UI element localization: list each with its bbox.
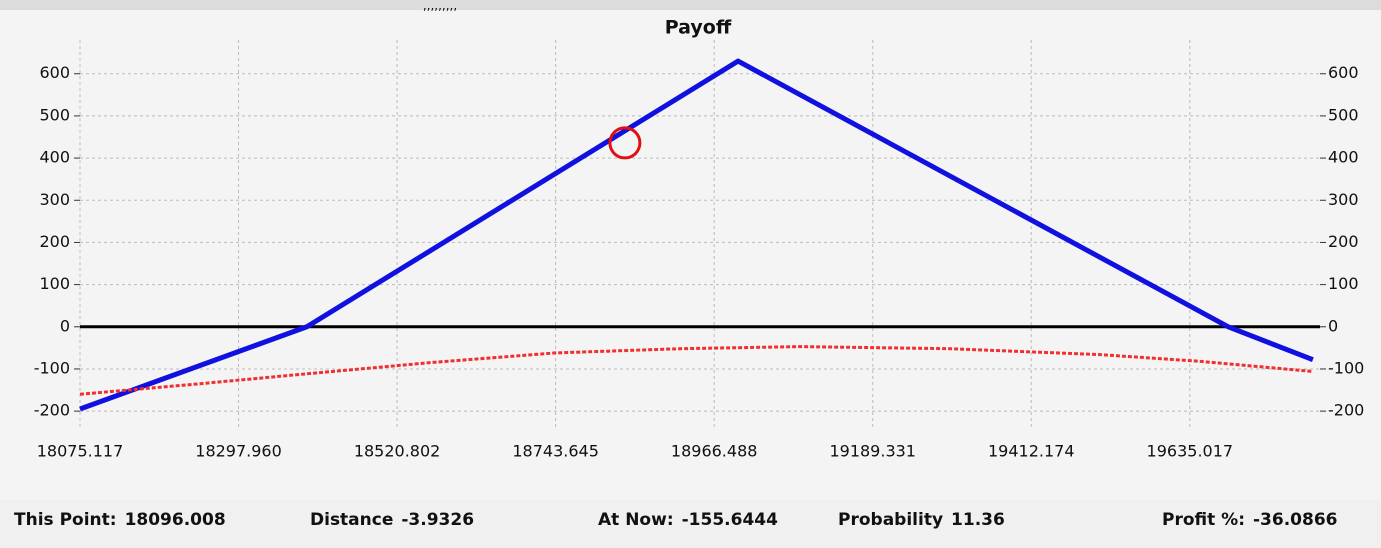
y-tick-label: 600 — [39, 63, 70, 82]
x-tick-label: 18966.488 — [671, 442, 758, 461]
chart-bg — [0, 10, 1381, 500]
y2-tick-label: 400 — [1328, 148, 1359, 167]
status-value: -3.9326 — [401, 510, 474, 530]
status-label: Probability — [838, 510, 943, 530]
y2-tick-label: 200 — [1328, 232, 1359, 251]
x-tick-label: 18075.117 — [37, 442, 124, 461]
status-label: This Point: — [14, 510, 117, 530]
chart: ,,,,,,,,, Payoff -200 -200 -100 -100 0 0 100 10… — [0, 0, 1381, 500]
y-tick-label: 500 — [39, 105, 70, 124]
status-bar: This Point: 18096.008 Distance -3.9326 At No… — [0, 500, 1381, 544]
y2-tick-label: -100 — [1328, 358, 1364, 377]
page: ,,,,,,,,, Payoff -200 -200 -100 -100 0 0 100 10… — [0, 0, 1381, 548]
y2-tick-label: 500 — [1328, 105, 1359, 124]
x-tick-label: 18743.645 — [512, 442, 599, 461]
status-item: Profit %: -36.0866 — [1162, 510, 1346, 530]
status-label: Profit %: — [1162, 510, 1245, 530]
top-strip — [0, 0, 1381, 10]
status-item: At Now: -155.6444 — [598, 510, 786, 530]
y-tick-label: -200 — [34, 401, 70, 420]
x-tick-label: 18520.802 — [354, 442, 441, 461]
y-tick-label: 300 — [39, 190, 70, 209]
top-text: ,,,,,,,,, — [423, 0, 457, 13]
y2-tick-label: -200 — [1328, 401, 1364, 420]
status-value: -155.6444 — [682, 510, 778, 530]
y-tick-label: 100 — [39, 274, 70, 293]
chart-title: Payoff — [665, 17, 732, 39]
status-label: At Now: — [598, 510, 674, 530]
y2-tick-label: 300 — [1328, 190, 1359, 209]
status-item: Distance -3.9326 — [310, 510, 482, 530]
x-tick-label: 19189.331 — [829, 442, 916, 461]
status-item: Probability 11.36 — [838, 510, 1013, 530]
y2-tick-label: 0 — [1328, 316, 1338, 335]
status-value: 18096.008 — [125, 510, 226, 530]
y-tick-label: 400 — [39, 148, 70, 167]
status-value: 11.36 — [951, 510, 1005, 530]
x-tick-label: 18297.960 — [195, 442, 282, 461]
y2-tick-label: 100 — [1328, 274, 1359, 293]
status-value: -36.0866 — [1253, 510, 1338, 530]
y2-tick-label: 600 — [1328, 63, 1359, 82]
y-tick-label: 200 — [39, 232, 70, 251]
x-tick-label: 19412.174 — [988, 442, 1075, 461]
y-tick-label: -100 — [34, 358, 70, 377]
status-item: This Point: 18096.008 — [14, 510, 234, 530]
y-tick-label: 0 — [60, 316, 70, 335]
status-label: Distance — [310, 510, 393, 530]
x-tick-label: 19635.017 — [1147, 442, 1234, 461]
